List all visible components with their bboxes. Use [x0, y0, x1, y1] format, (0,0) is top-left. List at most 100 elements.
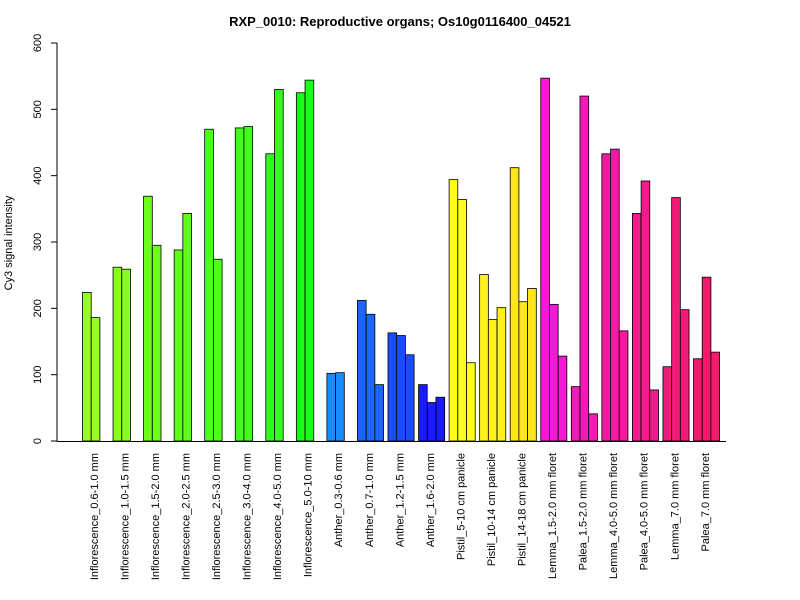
category-label: Anther_1.6-2.0 mm [425, 453, 437, 547]
bar-group [570, 95, 598, 442]
bar [457, 199, 467, 442]
bar [487, 319, 498, 442]
bar-group [357, 299, 384, 442]
bar [335, 372, 345, 442]
category-label: Inflorescence_1.5-2.0 mm [150, 453, 162, 580]
bar [435, 396, 446, 442]
bar [570, 386, 581, 442]
bar-group [265, 89, 284, 442]
bar [549, 303, 559, 442]
bar [693, 358, 703, 442]
bar [496, 307, 507, 442]
bar [173, 249, 184, 442]
bar-group [509, 167, 537, 442]
bar-group [540, 77, 568, 442]
category-label: Lemma_7.0 mm floret [669, 453, 681, 560]
bar-group [632, 180, 659, 442]
bar-group [234, 126, 254, 442]
bar [649, 389, 659, 442]
bar [509, 167, 520, 442]
bar [212, 258, 223, 442]
bar [243, 126, 254, 442]
bar [326, 372, 336, 442]
category-label: Pistil_10-14 cm panicle [486, 453, 498, 566]
y-axis: 0 100 200 300 400 500 600 [32, 34, 58, 444]
y-tick-label: 100 [32, 365, 44, 383]
bar [121, 268, 131, 442]
bar [234, 127, 245, 442]
category-label: Inflorescence_5.0-10 mm [303, 453, 315, 577]
category-label: Inflorescence_0.6-1.0 mm [89, 453, 101, 580]
bar [579, 95, 590, 442]
bar [588, 413, 598, 442]
category-label: Pistil_5-10 cm panicle [455, 453, 467, 560]
bar [710, 351, 721, 442]
bar [82, 292, 92, 442]
category-label: Inflorescence_3.0-4.0 mm [242, 453, 254, 580]
bar-group [418, 384, 446, 442]
category-label: Inflorescence_4.0-5.0 mm [272, 453, 284, 580]
y-axis-label: Cy3 signal intensity [3, 195, 15, 290]
bar-group [662, 197, 690, 442]
bar [640, 180, 651, 442]
category-label: Anther_0.7-1.0 mm [364, 453, 376, 547]
bar [632, 213, 642, 442]
bar [112, 266, 123, 442]
bar [527, 288, 537, 442]
bar [426, 402, 437, 442]
y-tick-label: 300 [32, 233, 44, 251]
bar [618, 330, 629, 442]
bar [204, 128, 214, 442]
category-labels: Inflorescence_0.6-1.0 mm Inflorescence_1.… [89, 453, 712, 580]
category-label: Lemma_4.0-5.0 mm floret [608, 453, 620, 579]
category-label: Palea_7.0 mm floret [700, 453, 712, 551]
bar [479, 274, 489, 442]
y-tick-label: 500 [32, 100, 44, 118]
bar-group [387, 332, 415, 442]
bar [701, 276, 712, 442]
y-tick-label: 400 [32, 166, 44, 184]
bar [304, 79, 315, 442]
bar [374, 384, 384, 442]
bar [404, 354, 415, 442]
bar [365, 313, 376, 442]
bar [151, 244, 162, 442]
bar [601, 153, 611, 442]
bar [662, 366, 673, 442]
bar [265, 153, 275, 442]
bar [557, 355, 568, 442]
bar-group [112, 266, 131, 442]
bar-group [204, 128, 223, 442]
bar-group [693, 276, 721, 442]
bar-group [448, 179, 476, 442]
y-tick-label: 200 [32, 299, 44, 317]
bar [418, 384, 428, 442]
bar-group [326, 372, 345, 442]
bar [295, 92, 306, 442]
category-label: Inflorescence_1.0-1.5 mm [119, 453, 131, 580]
category-label: Palea_1.5-2.0 mm floret [578, 453, 590, 570]
category-label: Inflorescence_2.0-2.5 mm [180, 453, 192, 580]
bar-group [173, 213, 192, 442]
category-label: Palea_4.0-5.0 mm floret [639, 453, 651, 570]
bar [274, 89, 284, 442]
bar [396, 335, 406, 442]
category-label: Pistil_14-18 cm panicle [517, 453, 529, 566]
bar [182, 213, 192, 442]
bar [518, 301, 529, 442]
bar [679, 309, 690, 442]
bar [466, 362, 476, 442]
y-tick-label: 600 [32, 34, 44, 52]
bar [448, 179, 459, 442]
chart-title: RXP_0010: Reproductive organs; Os10g0116… [229, 14, 571, 29]
bar [540, 77, 550, 442]
category-label: Anther_0.3-0.6 mm [333, 453, 345, 547]
bar-group [479, 274, 507, 442]
bar [90, 317, 101, 442]
bar-group [601, 148, 629, 442]
bar [387, 332, 398, 442]
bar-group [295, 79, 315, 442]
bar [610, 148, 620, 442]
bar-group [143, 195, 162, 442]
